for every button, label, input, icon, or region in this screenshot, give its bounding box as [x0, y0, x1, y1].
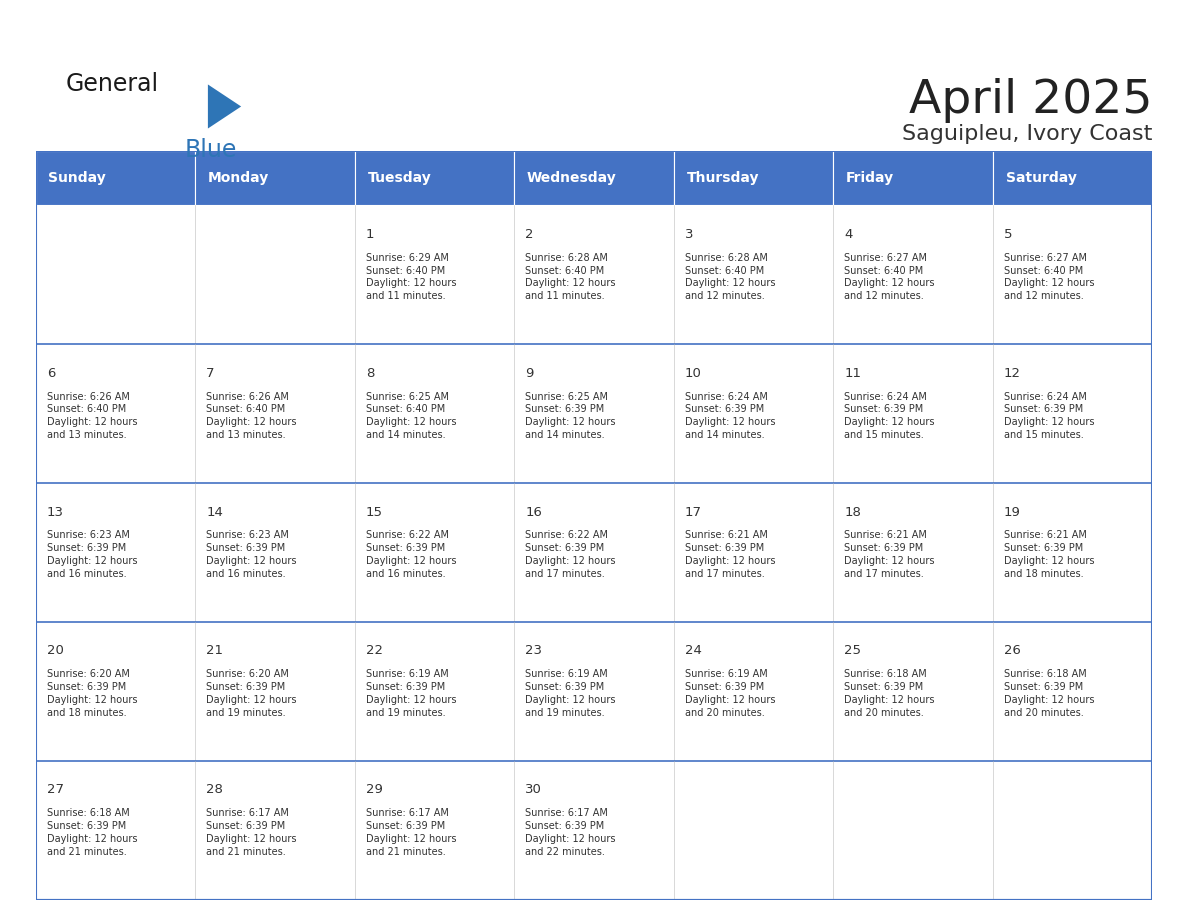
Text: 25: 25 — [845, 644, 861, 657]
Text: 23: 23 — [525, 644, 543, 657]
Text: Sunrise: 6:19 AM
Sunset: 6:39 PM
Daylight: 12 hours
and 19 minutes.: Sunrise: 6:19 AM Sunset: 6:39 PM Dayligh… — [525, 669, 615, 718]
Text: 16: 16 — [525, 506, 542, 519]
Text: 12: 12 — [1004, 366, 1020, 380]
Text: Sunrise: 6:24 AM
Sunset: 6:39 PM
Daylight: 12 hours
and 15 minutes.: Sunrise: 6:24 AM Sunset: 6:39 PM Dayligh… — [845, 392, 935, 440]
Text: Sunrise: 6:21 AM
Sunset: 6:39 PM
Daylight: 12 hours
and 17 minutes.: Sunrise: 6:21 AM Sunset: 6:39 PM Dayligh… — [845, 531, 935, 579]
Text: Sunrise: 6:17 AM
Sunset: 6:39 PM
Daylight: 12 hours
and 22 minutes.: Sunrise: 6:17 AM Sunset: 6:39 PM Dayligh… — [525, 808, 615, 856]
Bar — [355, 151, 514, 206]
Text: Saguipleu, Ivory Coast: Saguipleu, Ivory Coast — [902, 124, 1152, 144]
Text: Blue: Blue — [184, 138, 236, 162]
Text: Sunrise: 6:20 AM
Sunset: 6:39 PM
Daylight: 12 hours
and 19 minutes.: Sunrise: 6:20 AM Sunset: 6:39 PM Dayligh… — [207, 669, 297, 718]
Text: Tuesday: Tuesday — [367, 172, 431, 185]
Text: 17: 17 — [685, 506, 702, 519]
Text: April 2025: April 2025 — [909, 78, 1152, 123]
Text: 11: 11 — [845, 366, 861, 380]
Text: Sunrise: 6:29 AM
Sunset: 6:40 PM
Daylight: 12 hours
and 11 minutes.: Sunrise: 6:29 AM Sunset: 6:40 PM Dayligh… — [366, 252, 456, 301]
Text: Sunrise: 6:18 AM
Sunset: 6:39 PM
Daylight: 12 hours
and 21 minutes.: Sunrise: 6:18 AM Sunset: 6:39 PM Dayligh… — [46, 808, 138, 856]
Bar — [36, 151, 195, 206]
Text: Sunday: Sunday — [49, 172, 106, 185]
Text: Sunrise: 6:20 AM
Sunset: 6:39 PM
Daylight: 12 hours
and 18 minutes.: Sunrise: 6:20 AM Sunset: 6:39 PM Dayligh… — [46, 669, 138, 718]
Text: Wednesday: Wednesday — [527, 172, 617, 185]
Text: Sunrise: 6:23 AM
Sunset: 6:39 PM
Daylight: 12 hours
and 16 minutes.: Sunrise: 6:23 AM Sunset: 6:39 PM Dayligh… — [207, 531, 297, 579]
Polygon shape — [208, 84, 241, 129]
Text: 19: 19 — [1004, 506, 1020, 519]
Text: 3: 3 — [685, 228, 694, 241]
Text: Sunrise: 6:17 AM
Sunset: 6:39 PM
Daylight: 12 hours
and 21 minutes.: Sunrise: 6:17 AM Sunset: 6:39 PM Dayligh… — [366, 808, 456, 856]
Text: Sunrise: 6:22 AM
Sunset: 6:39 PM
Daylight: 12 hours
and 17 minutes.: Sunrise: 6:22 AM Sunset: 6:39 PM Dayligh… — [525, 531, 615, 579]
Text: 30: 30 — [525, 783, 542, 796]
Text: Sunrise: 6:28 AM
Sunset: 6:40 PM
Daylight: 12 hours
and 11 minutes.: Sunrise: 6:28 AM Sunset: 6:40 PM Dayligh… — [525, 252, 615, 301]
Text: 1: 1 — [366, 228, 374, 241]
Text: Sunrise: 6:17 AM
Sunset: 6:39 PM
Daylight: 12 hours
and 21 minutes.: Sunrise: 6:17 AM Sunset: 6:39 PM Dayligh… — [207, 808, 297, 856]
Text: Sunrise: 6:26 AM
Sunset: 6:40 PM
Daylight: 12 hours
and 13 minutes.: Sunrise: 6:26 AM Sunset: 6:40 PM Dayligh… — [46, 392, 138, 440]
Bar — [514, 151, 674, 206]
Text: 18: 18 — [845, 506, 861, 519]
Text: 15: 15 — [366, 506, 383, 519]
Text: 26: 26 — [1004, 644, 1020, 657]
Text: Sunrise: 6:24 AM
Sunset: 6:39 PM
Daylight: 12 hours
and 14 minutes.: Sunrise: 6:24 AM Sunset: 6:39 PM Dayligh… — [685, 392, 776, 440]
Bar — [833, 151, 993, 206]
Text: 21: 21 — [207, 644, 223, 657]
Text: Sunrise: 6:22 AM
Sunset: 6:39 PM
Daylight: 12 hours
and 16 minutes.: Sunrise: 6:22 AM Sunset: 6:39 PM Dayligh… — [366, 531, 456, 579]
Bar — [993, 151, 1152, 206]
Text: 10: 10 — [685, 366, 702, 380]
Text: Sunrise: 6:21 AM
Sunset: 6:39 PM
Daylight: 12 hours
and 17 minutes.: Sunrise: 6:21 AM Sunset: 6:39 PM Dayligh… — [685, 531, 776, 579]
Text: 28: 28 — [207, 783, 223, 796]
Text: 7: 7 — [207, 366, 215, 380]
Bar — [195, 151, 355, 206]
Bar — [674, 151, 833, 206]
Text: 5: 5 — [1004, 228, 1012, 241]
Text: 13: 13 — [46, 506, 64, 519]
Text: Sunrise: 6:27 AM
Sunset: 6:40 PM
Daylight: 12 hours
and 12 minutes.: Sunrise: 6:27 AM Sunset: 6:40 PM Dayligh… — [1004, 252, 1094, 301]
Text: Monday: Monday — [208, 172, 270, 185]
Text: Saturday: Saturday — [1005, 172, 1076, 185]
Text: 9: 9 — [525, 366, 533, 380]
Text: 2: 2 — [525, 228, 533, 241]
Text: Sunrise: 6:26 AM
Sunset: 6:40 PM
Daylight: 12 hours
and 13 minutes.: Sunrise: 6:26 AM Sunset: 6:40 PM Dayligh… — [207, 392, 297, 440]
Text: Sunrise: 6:28 AM
Sunset: 6:40 PM
Daylight: 12 hours
and 12 minutes.: Sunrise: 6:28 AM Sunset: 6:40 PM Dayligh… — [685, 252, 776, 301]
Text: Sunrise: 6:24 AM
Sunset: 6:39 PM
Daylight: 12 hours
and 15 minutes.: Sunrise: 6:24 AM Sunset: 6:39 PM Dayligh… — [1004, 392, 1094, 440]
Text: Sunrise: 6:25 AM
Sunset: 6:40 PM
Daylight: 12 hours
and 14 minutes.: Sunrise: 6:25 AM Sunset: 6:40 PM Dayligh… — [366, 392, 456, 440]
Text: Sunrise: 6:23 AM
Sunset: 6:39 PM
Daylight: 12 hours
and 16 minutes.: Sunrise: 6:23 AM Sunset: 6:39 PM Dayligh… — [46, 531, 138, 579]
Text: 22: 22 — [366, 644, 383, 657]
Text: 8: 8 — [366, 366, 374, 380]
Text: 20: 20 — [46, 644, 64, 657]
Text: Thursday: Thursday — [687, 172, 759, 185]
Text: Sunrise: 6:18 AM
Sunset: 6:39 PM
Daylight: 12 hours
and 20 minutes.: Sunrise: 6:18 AM Sunset: 6:39 PM Dayligh… — [845, 669, 935, 718]
Text: General: General — [65, 73, 158, 96]
Text: Sunrise: 6:27 AM
Sunset: 6:40 PM
Daylight: 12 hours
and 12 minutes.: Sunrise: 6:27 AM Sunset: 6:40 PM Dayligh… — [845, 252, 935, 301]
Text: 4: 4 — [845, 228, 853, 241]
Text: Sunrise: 6:18 AM
Sunset: 6:39 PM
Daylight: 12 hours
and 20 minutes.: Sunrise: 6:18 AM Sunset: 6:39 PM Dayligh… — [1004, 669, 1094, 718]
Text: 27: 27 — [46, 783, 64, 796]
Text: Sunrise: 6:19 AM
Sunset: 6:39 PM
Daylight: 12 hours
and 19 minutes.: Sunrise: 6:19 AM Sunset: 6:39 PM Dayligh… — [366, 669, 456, 718]
Text: 6: 6 — [46, 366, 55, 380]
Text: Sunrise: 6:25 AM
Sunset: 6:39 PM
Daylight: 12 hours
and 14 minutes.: Sunrise: 6:25 AM Sunset: 6:39 PM Dayligh… — [525, 392, 615, 440]
Text: Sunrise: 6:21 AM
Sunset: 6:39 PM
Daylight: 12 hours
and 18 minutes.: Sunrise: 6:21 AM Sunset: 6:39 PM Dayligh… — [1004, 531, 1094, 579]
Text: 14: 14 — [207, 506, 223, 519]
Text: 29: 29 — [366, 783, 383, 796]
Text: Sunrise: 6:19 AM
Sunset: 6:39 PM
Daylight: 12 hours
and 20 minutes.: Sunrise: 6:19 AM Sunset: 6:39 PM Dayligh… — [685, 669, 776, 718]
Text: Friday: Friday — [846, 172, 895, 185]
Text: 24: 24 — [685, 644, 702, 657]
